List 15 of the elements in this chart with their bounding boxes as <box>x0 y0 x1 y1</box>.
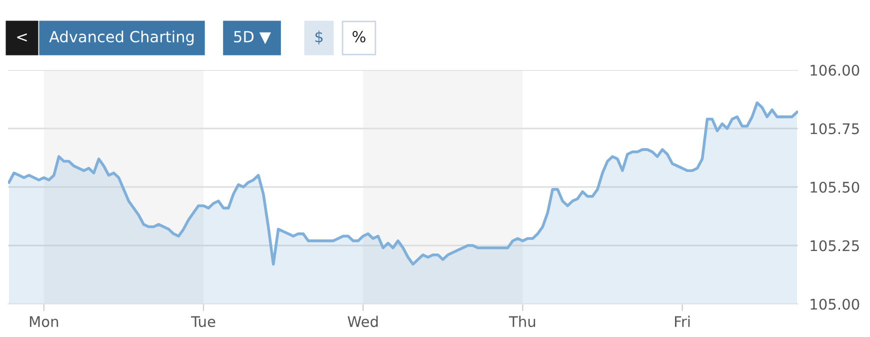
text: 5D ▼ <box>234 31 271 44</box>
y-tick-label: 105.50 <box>810 182 860 193</box>
y-tick-label: 105.75 <box>810 123 859 134</box>
text: % <box>352 30 366 42</box>
x-tick-label: Fri <box>675 316 690 327</box>
text: < <box>17 33 27 42</box>
x-tick-label: Tue <box>191 316 216 328</box>
y-tick-label: 105.00 <box>810 298 860 310</box>
text: $ <box>315 30 323 44</box>
x-tick-label: Thu <box>508 316 536 328</box>
y-tick-label: 105.25 <box>810 240 859 252</box>
x-tick-label: Wed <box>348 316 378 328</box>
text: Advanced Charting <box>49 30 194 46</box>
x-tick-label: Mon <box>30 316 58 328</box>
y-tick-label: 106.00 <box>810 64 860 76</box>
